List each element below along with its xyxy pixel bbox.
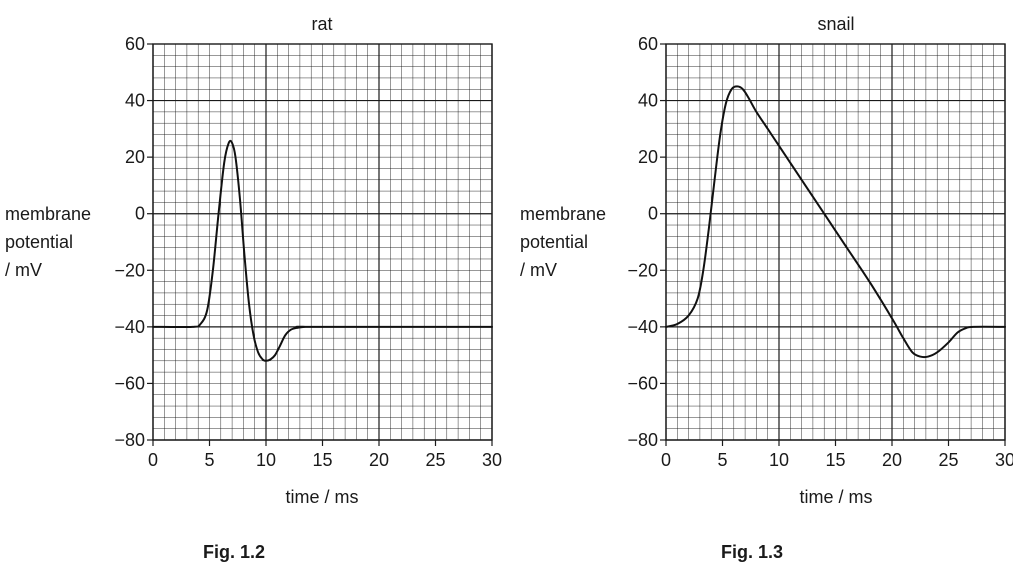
y-tick-label: 60: [638, 34, 658, 54]
y-axis-label-line-1: membrane: [520, 204, 606, 224]
figure-label: Fig. 1.3: [721, 542, 783, 562]
x-tick-label: 30: [995, 450, 1013, 470]
y-axis-label-line-2: potential: [520, 232, 588, 252]
y-tick-label: 20: [125, 147, 145, 167]
y-tick-label: 40: [125, 91, 145, 111]
chart-title: snail: [817, 14, 854, 34]
y-tick-label: −40: [627, 317, 658, 337]
x-tick-label: 25: [425, 450, 445, 470]
series-line: [665, 85, 1006, 359]
x-tick-label: 15: [825, 450, 845, 470]
y-tick-label: −20: [114, 260, 145, 280]
x-tick-label: 0: [661, 450, 671, 470]
y-tick-label: −80: [114, 430, 145, 450]
x-axis-label: time / ms: [285, 487, 358, 507]
x-tick-labels: 0 5 10 15 20 25 30: [148, 440, 502, 470]
x-tick-label: 30: [482, 450, 502, 470]
series-group: [665, 85, 1006, 359]
x-tick-labels: 0 5 10 15 20 25 30: [661, 440, 1013, 470]
x-tick-label: 25: [938, 450, 958, 470]
chart-snail: snail 60 40 20 0 −20 −40 −60 −80 0 5 10 15 20 25 30 m…: [520, 14, 1013, 562]
y-tick-label: −20: [627, 260, 658, 280]
y-axis-label-line-2: potential: [5, 232, 73, 252]
y-tick-label: −60: [114, 373, 145, 393]
y-tick-label: −40: [114, 317, 145, 337]
y-tick-labels: 60 40 20 0 −20 −40 −60 −80: [627, 34, 666, 450]
y-axis-label-line-1: membrane: [5, 204, 91, 224]
x-tick-label: 20: [882, 450, 902, 470]
x-tick-label: 10: [256, 450, 276, 470]
x-tick-label: 0: [148, 450, 158, 470]
y-tick-labels: 60 40 20 0 −20 −40 −60 −80: [114, 34, 153, 450]
y-tick-label: 0: [648, 204, 658, 224]
figure-label: Fig. 1.2: [203, 542, 265, 562]
y-axis-label-line-3: / mV: [520, 260, 557, 280]
plot-grid: [152, 43, 493, 441]
x-tick-label: 5: [204, 450, 214, 470]
chart-rat: rat 60 40 20 0 −20 −40 −60 −80 0 5 10 15 20 25 30 mem…: [5, 14, 502, 562]
y-tick-label: 0: [135, 204, 145, 224]
x-axis-label: time / ms: [799, 487, 872, 507]
y-axis-label-line-3: / mV: [5, 260, 42, 280]
x-tick-label: 15: [312, 450, 332, 470]
plot-grid: [665, 43, 1006, 441]
y-tick-label: 60: [125, 34, 145, 54]
chart-title: rat: [311, 14, 332, 34]
series-line: [152, 139, 493, 362]
x-tick-label: 5: [717, 450, 727, 470]
y-tick-label: 20: [638, 147, 658, 167]
x-tick-label: 10: [769, 450, 789, 470]
y-tick-label: −80: [627, 430, 658, 450]
y-tick-label: 40: [638, 91, 658, 111]
x-tick-label: 20: [369, 450, 389, 470]
y-tick-label: −60: [627, 373, 658, 393]
series-group: [152, 139, 493, 362]
